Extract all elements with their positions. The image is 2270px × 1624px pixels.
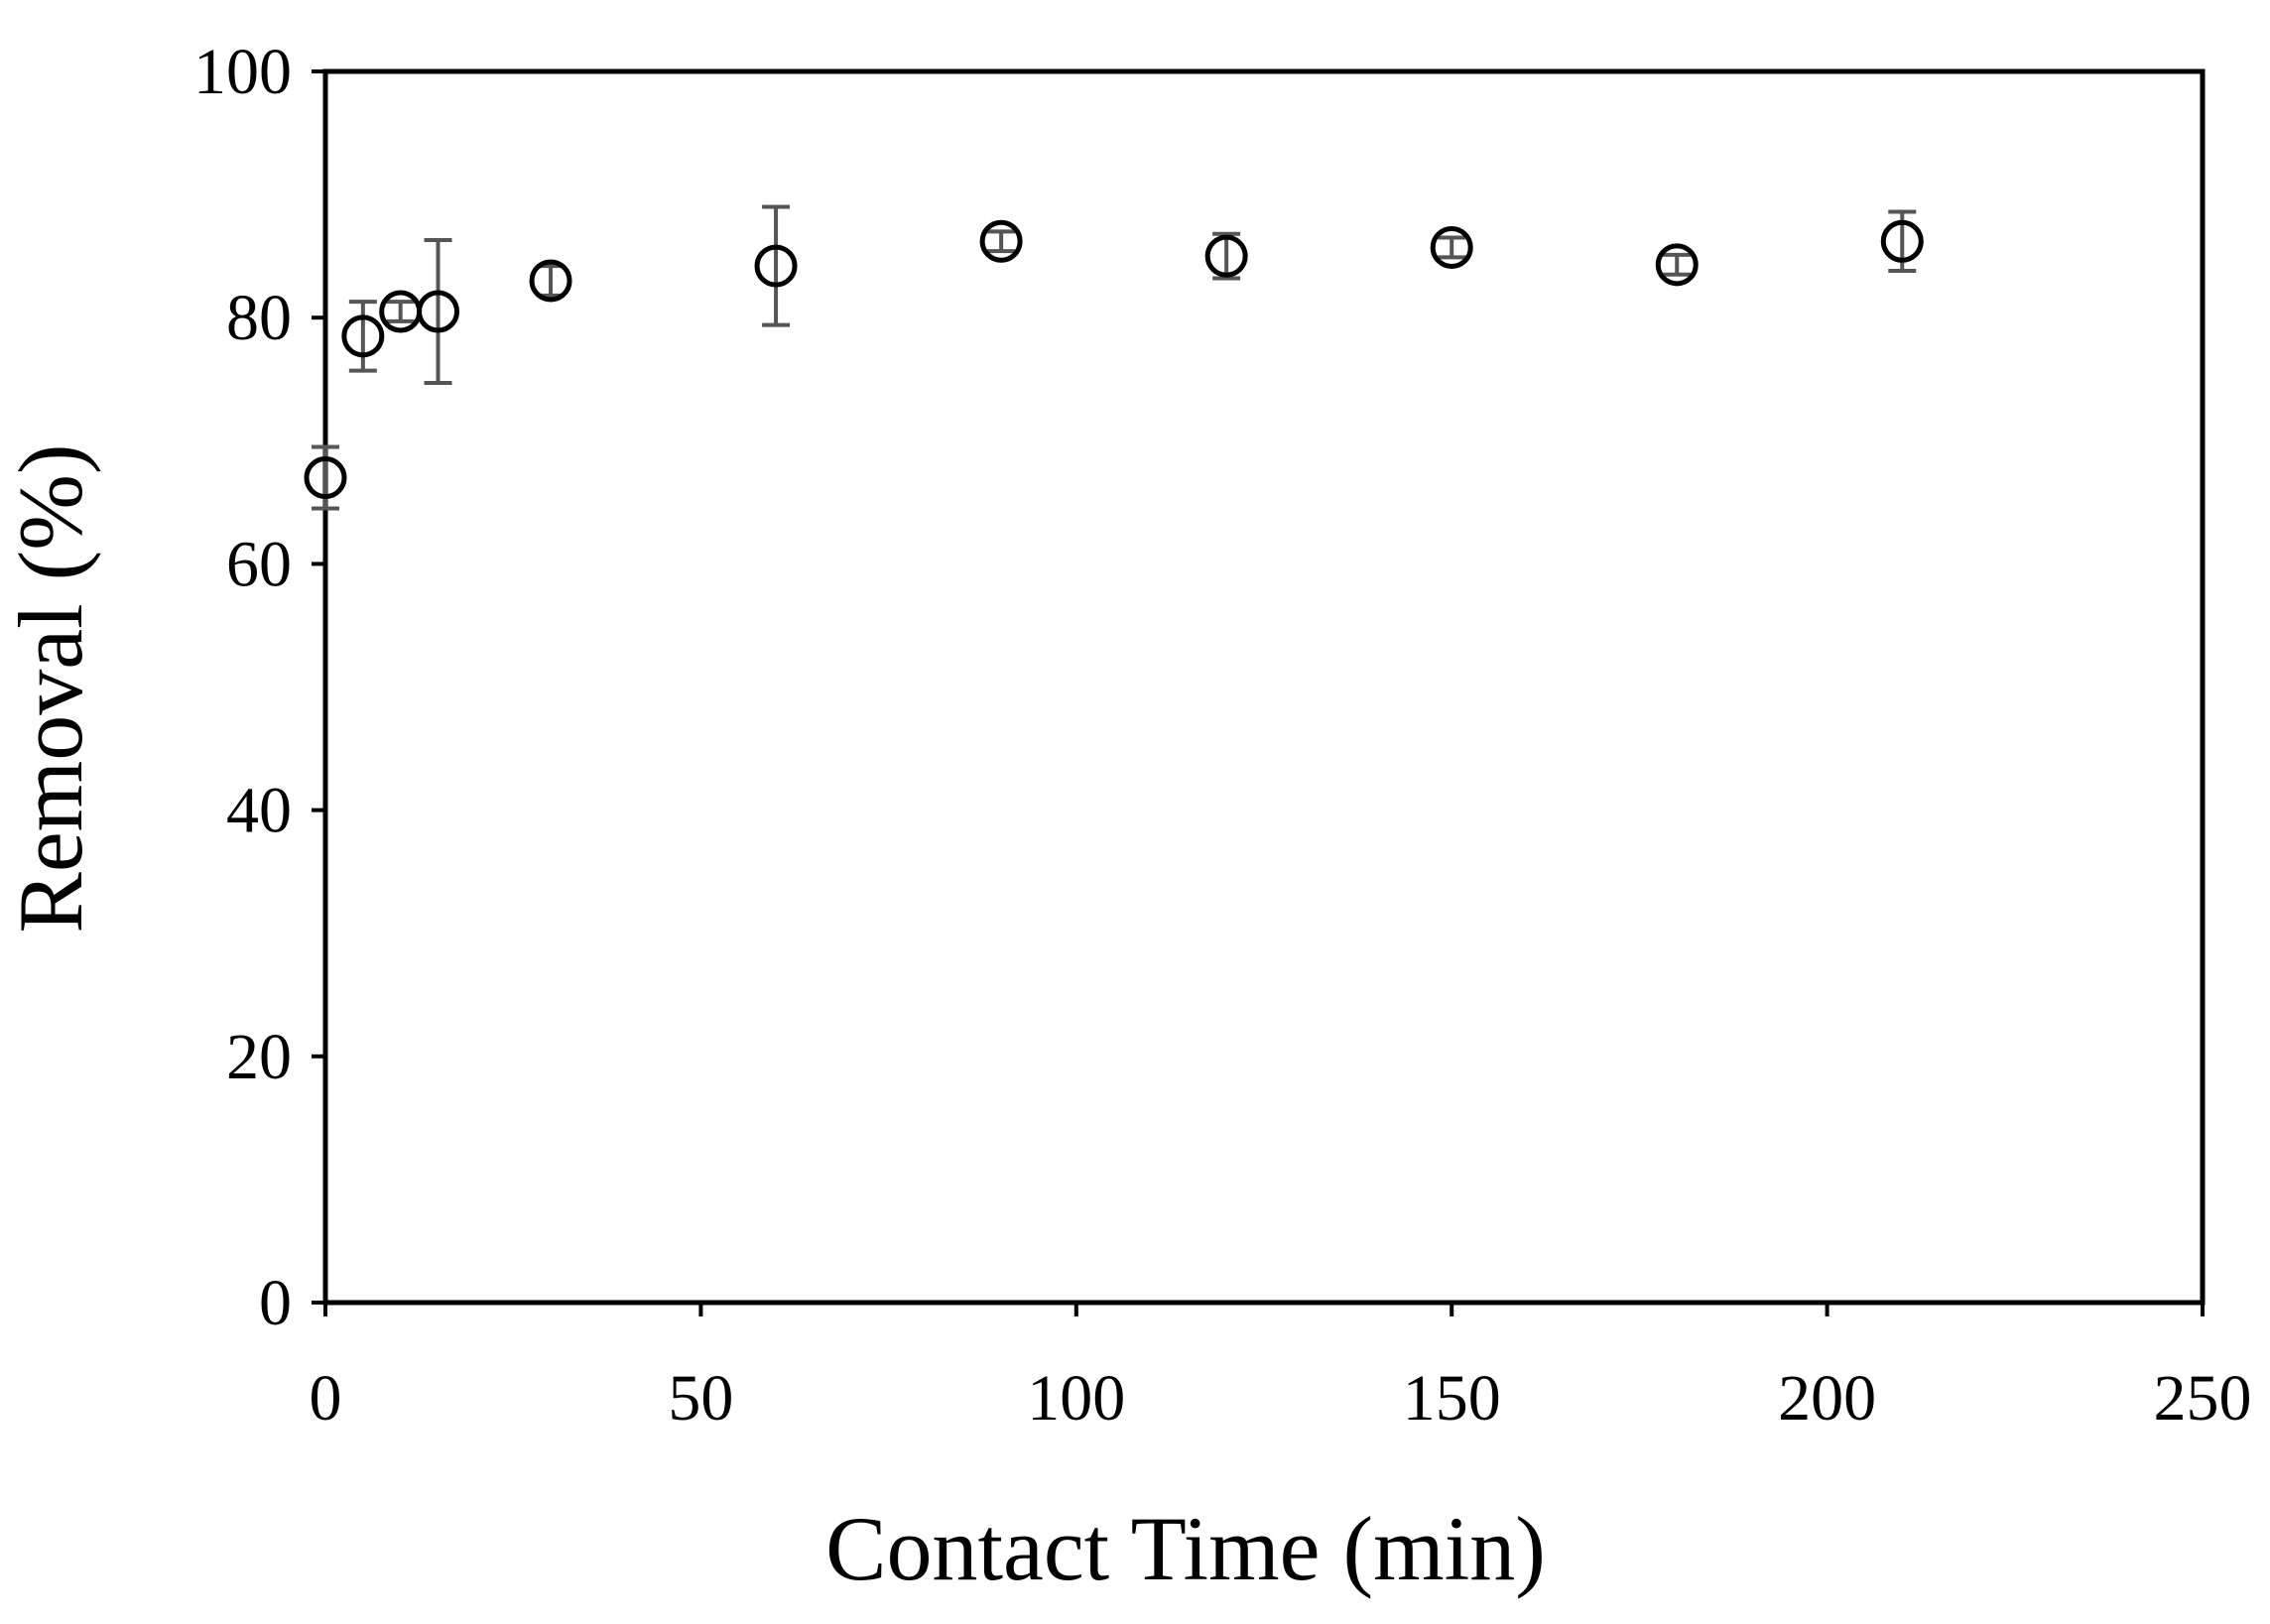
- y-tick-label: 60: [226, 528, 292, 600]
- data-point: [1880, 219, 1924, 263]
- data-point: [1204, 234, 1248, 278]
- error-bar: [537, 264, 566, 298]
- data-point: [304, 456, 347, 500]
- x-tick-label: 0: [310, 1362, 342, 1435]
- x-tick-label: 250: [2154, 1362, 2252, 1435]
- y-tick-label: 80: [226, 282, 292, 354]
- x-axis: 0 50 100 150 200 250: [310, 1303, 2252, 1435]
- y-tick-label: 40: [226, 775, 292, 847]
- x-tick-label: 150: [1403, 1362, 1501, 1435]
- data-point: [1655, 243, 1699, 287]
- x-tick-label: 200: [1778, 1362, 1876, 1435]
- x-tick-label: 50: [668, 1362, 733, 1435]
- plot-frame: [322, 68, 2206, 1306]
- data-point: [1430, 225, 1473, 269]
- error-bar: [386, 300, 415, 323]
- error-bar: [762, 204, 791, 327]
- error-bar: [348, 300, 377, 373]
- y-axis-title: Removal (%): [0, 443, 101, 933]
- error-bar: [987, 229, 1016, 254]
- error-bars: [312, 204, 1917, 511]
- error-bar: [312, 444, 339, 511]
- data-points: [304, 219, 1924, 500]
- y-tick-label: 0: [259, 1267, 292, 1339]
- data-point: [529, 259, 572, 303]
- x-tick-label: 100: [1027, 1362, 1125, 1435]
- error-bar: [1212, 231, 1241, 281]
- data-point: [979, 219, 1023, 263]
- y-tick-label: 100: [193, 36, 292, 108]
- error-bar: [1438, 235, 1466, 260]
- y-axis: 0 20 40 60 80 100: [193, 36, 325, 1339]
- x-axis-title: Contact Time (min): [825, 1498, 1546, 1599]
- data-point: [341, 314, 385, 358]
- error-bar: [424, 238, 452, 385]
- error-bar: [1663, 252, 1692, 277]
- plot-area: [322, 68, 2206, 1306]
- data-point: [754, 244, 798, 288]
- data-point: [417, 290, 460, 333]
- y-tick-label: 20: [226, 1021, 292, 1093]
